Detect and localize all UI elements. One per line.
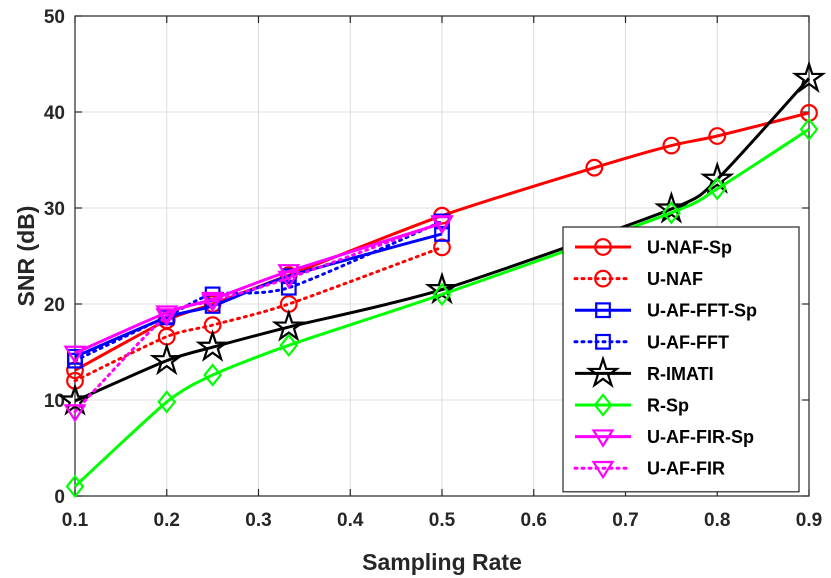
legend-marker [591,460,615,480]
data-point [67,352,83,369]
legend-marker [593,393,613,417]
data-point [195,329,230,362]
legend-label: U-AF-FFT-Sp [647,301,757,321]
legend-entry: U-NAF [573,269,703,289]
y-tick-label: 20 [44,295,65,316]
x-tick-label: 0.8 [704,510,730,531]
data-point [585,158,604,177]
data-point [661,201,681,225]
data-point [700,161,735,194]
legend-marker [595,302,611,319]
y-tick-label: 30 [44,199,65,220]
data-point [432,282,452,307]
x-tick-label: 0.7 [612,510,638,531]
series-u-af-fir [63,215,454,423]
series-line [73,220,444,414]
data-point [203,363,223,387]
x-tick-label: 0.5 [429,510,456,531]
legend-entry: U-AF-FFT-Sp [575,301,757,321]
x-tick-label: 0.4 [337,510,364,531]
x-tick-label: 0.9 [796,510,822,531]
data-point [707,177,727,201]
x-tick-label: 0.6 [521,510,547,531]
legend-entry: U-AF-FIR [573,459,725,480]
legend-marker [594,238,612,256]
legend: U-NAF-Sp U-NAF U-AF-FFT-Sp U-AF-FFT R-IMATI R… [562,226,800,493]
legend-label: U-AF-FFT [647,332,729,352]
legend-box [562,226,800,493]
series-line [73,128,810,488]
legend-entry: U-NAF-Sp [575,238,732,258]
y-tick-label: 0 [54,487,65,508]
legend-entry: R-Sp [575,393,689,417]
legend-marker [585,355,621,389]
data-point [279,333,299,358]
legend-label: R-IMATI [647,364,714,384]
data-point [63,404,87,423]
legend-label: R-Sp [647,396,689,416]
data-point [63,345,87,365]
legend-entry: U-AF-FFT [573,332,729,352]
legend-marker [594,269,612,288]
legend-label: U-NAF-Sp [647,238,732,258]
data-point [799,117,819,142]
legend-entry: U-AF-FIR-Sp [575,427,754,448]
legend-label: U-NAF [647,269,703,289]
data-point [57,382,93,416]
x-tick-label: 0.2 [154,510,180,531]
legend-marker [591,429,615,448]
series-line [74,221,443,355]
legend-label: U-AF-FIR [647,459,725,479]
series-layer [57,60,827,499]
data-point [708,127,727,145]
data-point [277,270,301,290]
data-point [149,342,184,376]
axis-ticks: 0.1 0.2 0.3 0.4 0.5 0.6 0.7 0.8 0.9 0 10 20 30 40 50 [44,7,822,531]
legend-marker [595,333,611,350]
data-point [155,308,179,327]
data-point [271,308,306,342]
y-tick-label: 50 [44,7,65,28]
data-point [654,190,689,224]
x-tick-label: 0.1 [62,510,89,531]
y-tick-label: 40 [44,103,65,124]
data-point [201,293,225,313]
legend-label: U-AF-FIR-Sp [647,427,754,447]
x-axis-label: Sampling Rate [362,549,522,575]
data-point [791,60,827,94]
data-point [157,390,177,414]
y-axis-label: SNR (dB) [13,206,39,307]
data-point [430,215,454,234]
data-point [433,238,451,257]
data-point [65,474,85,499]
data-point [155,305,179,324]
y-tick-label: 10 [44,391,65,412]
x-tick-label: 0.3 [245,510,271,531]
series-r-sp [65,117,819,499]
legend-entry: R-IMATI [575,355,714,389]
data-point [662,136,681,155]
data-point [434,226,450,242]
series-line [73,245,444,383]
